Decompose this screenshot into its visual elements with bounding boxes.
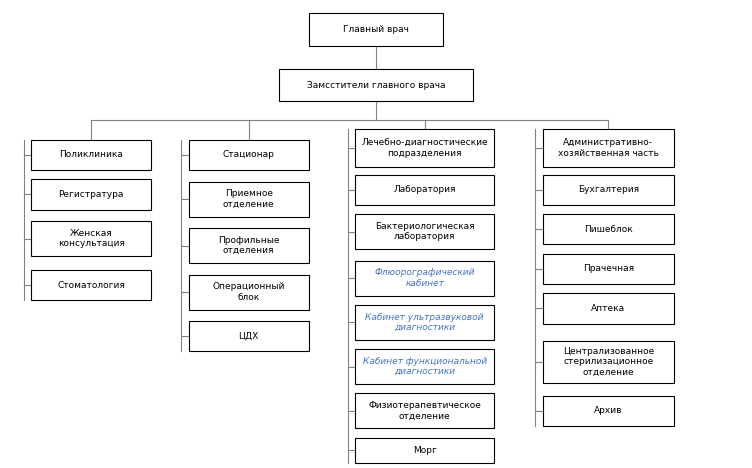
Text: Стоматология: Стоматология — [57, 281, 126, 290]
FancyBboxPatch shape — [543, 293, 674, 323]
FancyBboxPatch shape — [189, 275, 308, 310]
FancyBboxPatch shape — [543, 395, 674, 426]
FancyBboxPatch shape — [278, 69, 474, 102]
FancyBboxPatch shape — [356, 261, 494, 296]
Text: Лечебно-диагностические
подразделения: Лечебно-диагностические подразделения — [362, 138, 488, 158]
Text: Кабинет ультразвуковой
диагностики: Кабинет ультразвуковой диагностики — [365, 313, 484, 332]
FancyBboxPatch shape — [189, 228, 308, 263]
Text: Регистратура: Регистратура — [59, 190, 124, 199]
FancyBboxPatch shape — [32, 179, 151, 210]
FancyBboxPatch shape — [189, 182, 308, 217]
FancyBboxPatch shape — [356, 349, 494, 384]
Text: Приемное
отделение: Приемное отделение — [223, 190, 274, 209]
Text: Административно-
хозяйственная часть: Административно- хозяйственная часть — [558, 138, 659, 158]
Text: Главный врач: Главный врач — [343, 25, 409, 34]
FancyBboxPatch shape — [356, 438, 494, 463]
FancyBboxPatch shape — [189, 321, 308, 351]
Text: Замсстители главного врача: Замсстители главного врача — [307, 80, 445, 90]
FancyBboxPatch shape — [356, 214, 494, 249]
FancyBboxPatch shape — [543, 214, 674, 244]
Text: Кабинет функциональной
диагностики: Кабинет функциональной диагностики — [362, 357, 487, 376]
Text: Архив: Архив — [594, 406, 623, 415]
Text: Профильные
отделения: Профильные отделения — [218, 236, 280, 256]
Text: Пишеблок: Пишеблок — [584, 225, 632, 234]
Text: Аптека: Аптека — [591, 304, 626, 313]
FancyBboxPatch shape — [356, 175, 494, 205]
FancyBboxPatch shape — [356, 305, 494, 340]
Text: ЦДХ: ЦДХ — [238, 332, 259, 341]
Text: Бактериологическая
лаборатория: Бактериологическая лаборатория — [375, 222, 475, 241]
Text: Прачечная: Прачечная — [583, 264, 634, 273]
FancyBboxPatch shape — [32, 221, 151, 256]
Text: Поликлиника: Поликлиника — [59, 150, 123, 160]
Text: Операционный
блок: Операционный блок — [213, 283, 285, 302]
Text: Морг: Морг — [413, 446, 437, 455]
Text: Стационар: Стационар — [223, 150, 274, 160]
Text: Лаборатория: Лаборатория — [393, 185, 456, 194]
Text: Бухгалтерия: Бухгалтерия — [578, 185, 638, 194]
Text: Флюорографический
кабинет: Флюорографический кабинет — [374, 269, 475, 288]
FancyBboxPatch shape — [308, 13, 444, 45]
FancyBboxPatch shape — [32, 270, 151, 300]
Text: Женская
консультация: Женская консультация — [58, 229, 125, 249]
FancyBboxPatch shape — [543, 341, 674, 383]
FancyBboxPatch shape — [32, 140, 151, 170]
FancyBboxPatch shape — [543, 254, 674, 284]
Text: Централизованное
стерилизационное
отделение: Централизованное стерилизационное отделе… — [562, 347, 654, 377]
FancyBboxPatch shape — [543, 175, 674, 205]
FancyBboxPatch shape — [356, 129, 494, 167]
FancyBboxPatch shape — [543, 129, 674, 167]
FancyBboxPatch shape — [189, 140, 308, 170]
FancyBboxPatch shape — [356, 393, 494, 428]
Text: Физиотерапевтическое
отделение: Физиотерапевтическое отделение — [368, 401, 481, 420]
